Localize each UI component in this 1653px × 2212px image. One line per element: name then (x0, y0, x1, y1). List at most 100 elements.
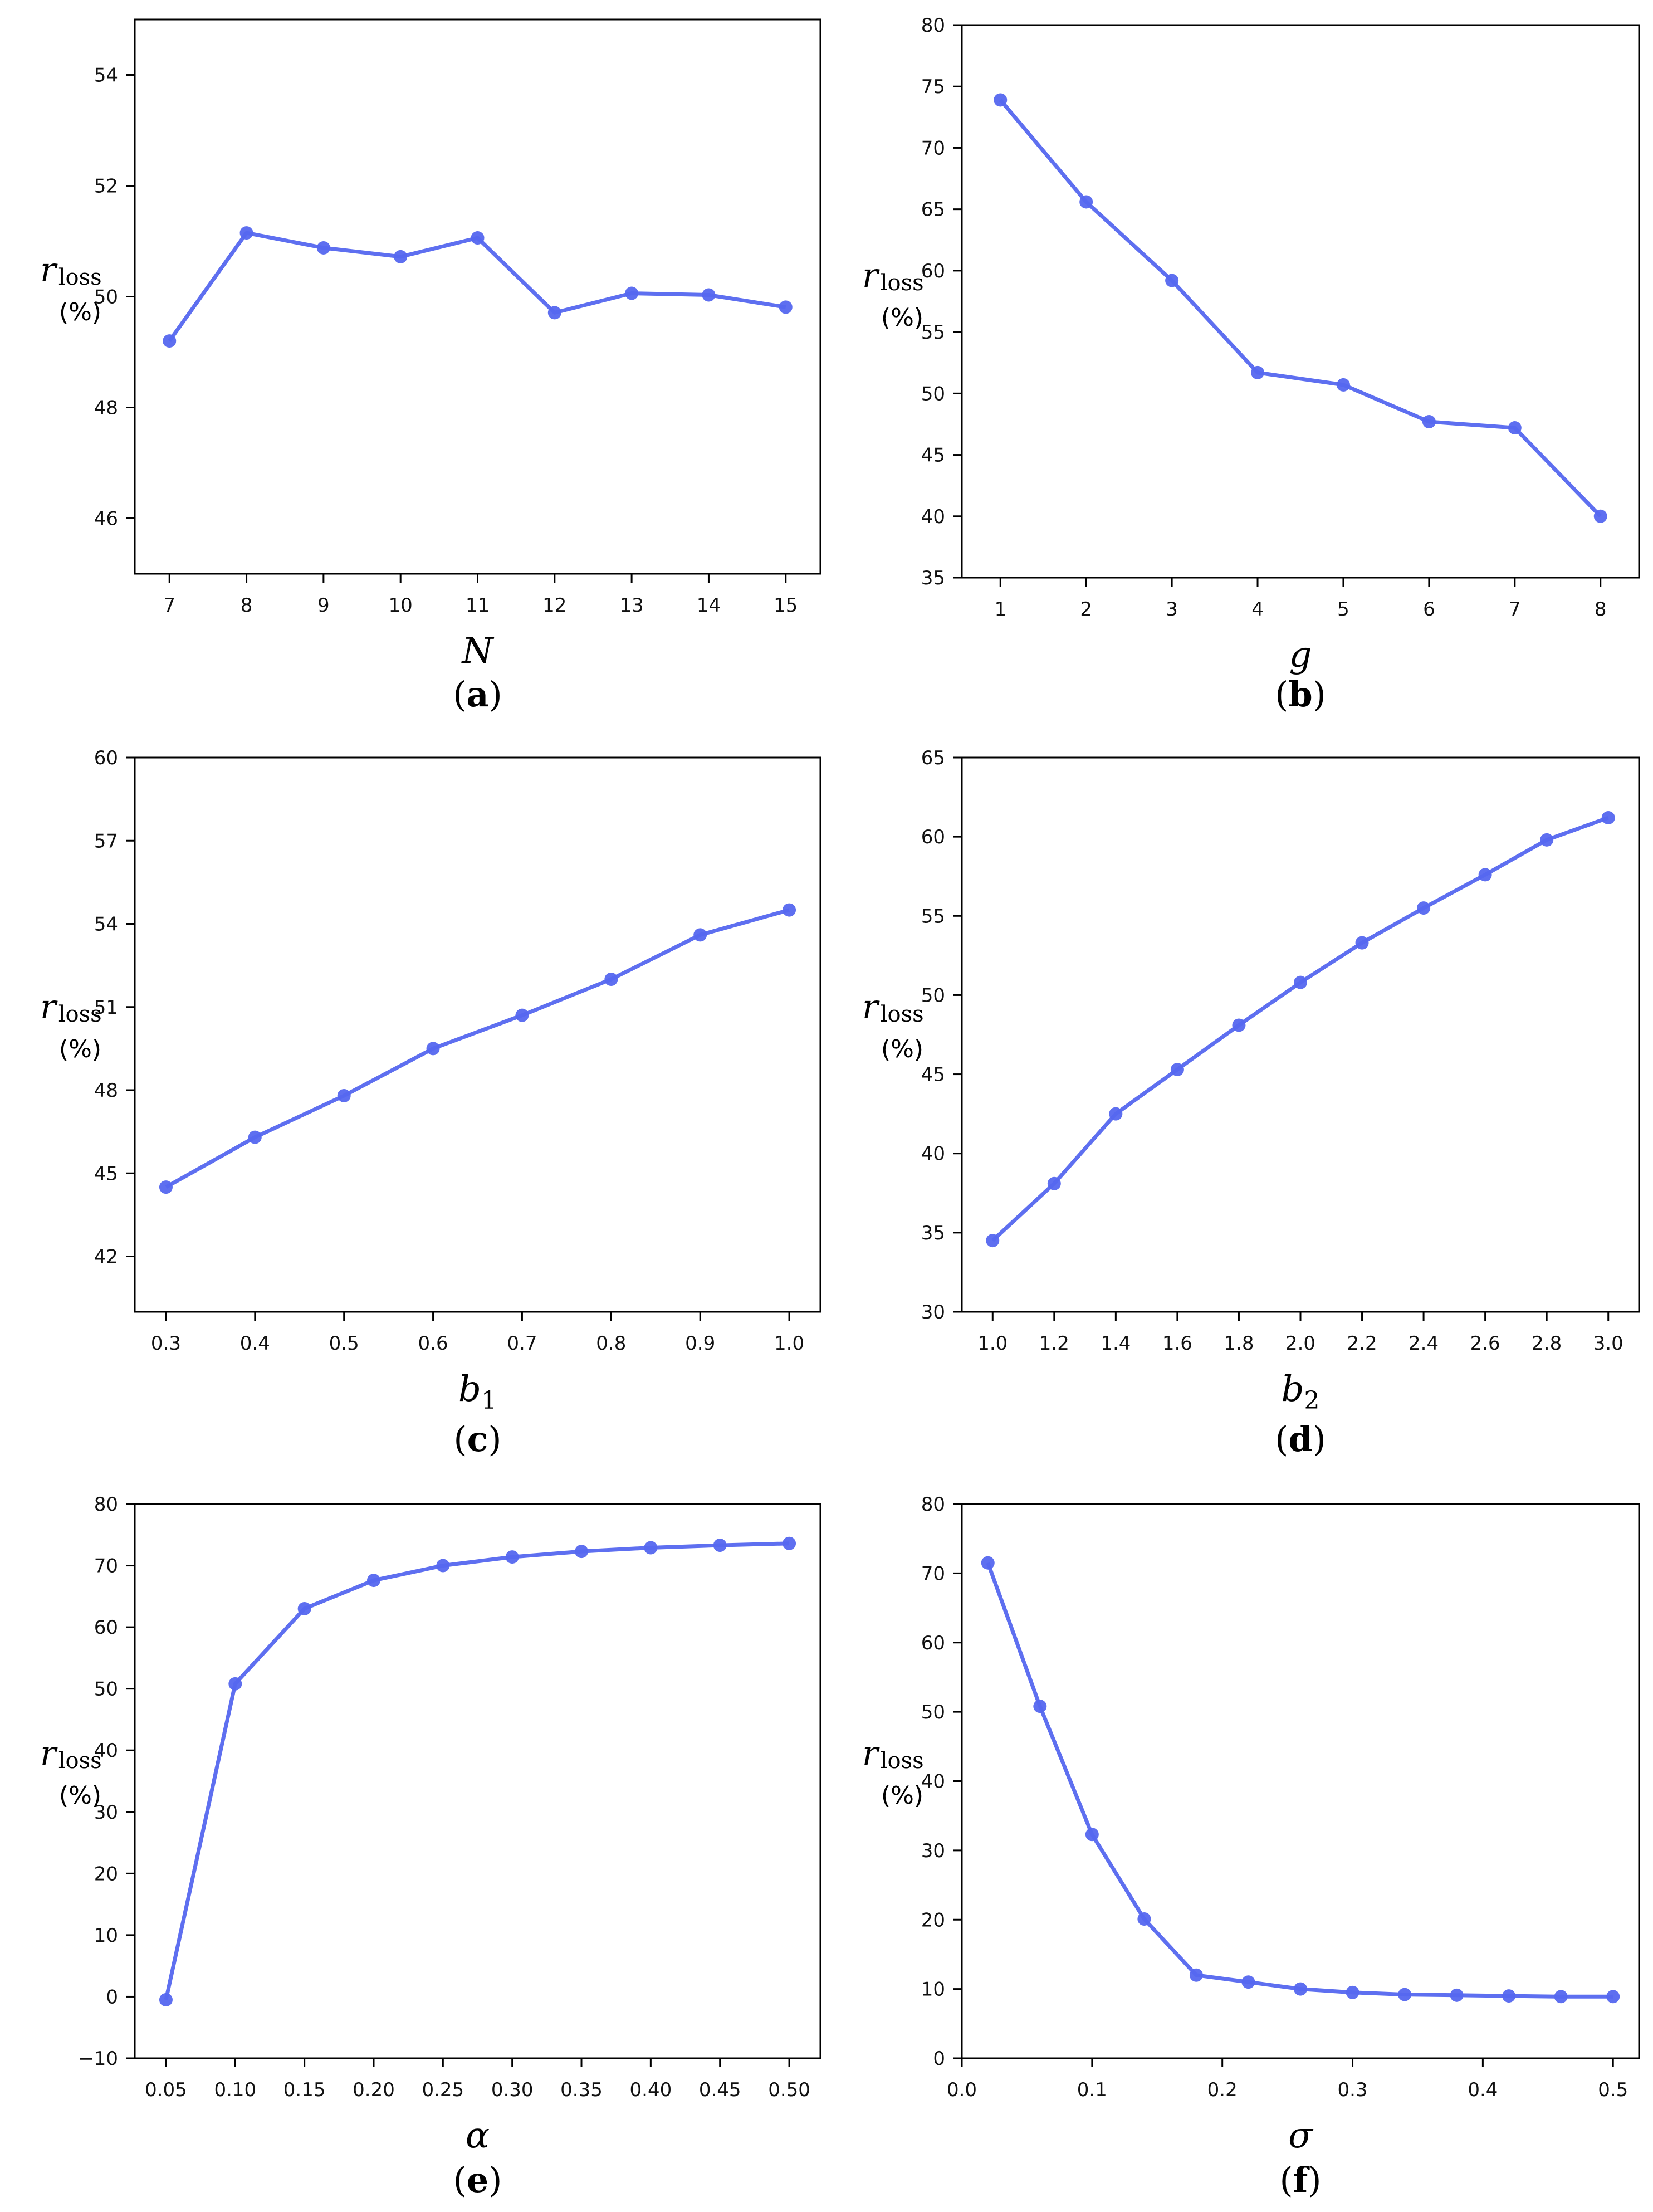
data-point (604, 973, 618, 986)
y-tick-label: 35 (921, 1222, 945, 1244)
y-tick-label: 0 (106, 1986, 118, 2008)
y-tick-label: 60 (921, 260, 945, 282)
x-tick-label: 0.5 (329, 1332, 359, 1355)
y-tick-label: 60 (94, 1617, 118, 1639)
data-point (1137, 1912, 1151, 1926)
data-point (783, 1536, 796, 1550)
x-tick-label: 1.0 (774, 1332, 804, 1355)
x-tick-label: 0.05 (145, 2079, 187, 2101)
x-axis-label: g (1289, 634, 1312, 676)
panel-caption: (e) (453, 2160, 502, 2200)
y-tick-label: 57 (94, 830, 118, 852)
data-point (316, 241, 330, 255)
data-point (1417, 901, 1431, 915)
y-tick-label: 30 (921, 1840, 945, 1862)
data-point (159, 1993, 173, 2006)
y-tick-label: 80 (94, 1493, 118, 1516)
series-line (165, 908, 790, 1189)
panel-caption: (b) (1275, 674, 1326, 715)
y-axis-unit: (%) (59, 1035, 101, 1063)
data-point (625, 286, 639, 300)
y-tick-label: 46 (94, 508, 118, 530)
y-tick-label: 30 (921, 1301, 945, 1324)
data-point (1398, 1988, 1412, 2001)
data-point (713, 1539, 727, 1552)
data-point (994, 93, 1008, 107)
x-tick-label: 2.2 (1347, 1332, 1377, 1355)
x-tick-label: 7 (1509, 598, 1521, 621)
y-tick-label: 30 (94, 1801, 118, 1824)
x-tick-label: 13 (619, 594, 643, 617)
data-point (986, 1234, 1000, 1248)
data-point (1232, 1018, 1246, 1032)
y-axis-label: r loss (862, 256, 924, 296)
x-tick-label: 0.8 (596, 1332, 626, 1355)
x-tick-label: 0.15 (283, 2079, 326, 2101)
y-tick-label: 40 (94, 1740, 118, 1762)
y-tick-label: 45 (921, 1064, 945, 1086)
x-axis-label: b1 (458, 1369, 497, 1415)
plot-frame (134, 1503, 821, 2059)
x-tick-label: 0.7 (507, 1332, 537, 1355)
x-tick-label: 1 (994, 598, 1006, 621)
y-tick-label: 60 (921, 826, 945, 848)
x-tick-label: 3.0 (1593, 1332, 1623, 1355)
y-tick-label: 48 (94, 1080, 118, 1102)
y-tick-label: 65 (921, 199, 945, 221)
y-tick-label: 80 (921, 1493, 945, 1516)
series-line (168, 231, 786, 343)
data-point (1422, 415, 1436, 429)
panel-c: 42 45 48 51 54 57 60 0.3 0.4 0.5 0.6 0.7 0.8 0.9 1.0 r l… (40, 747, 821, 1459)
data-point (515, 1008, 529, 1022)
data-point (297, 1601, 311, 1615)
data-point (239, 226, 253, 240)
y-tick-label: 50 (921, 1701, 945, 1723)
x-tick-label: 1.4 (1101, 1332, 1131, 1355)
plot-frame (961, 1503, 1640, 2059)
y-tick-label: 70 (94, 1555, 118, 1578)
x-tick-label: 0.1 (1077, 2079, 1107, 2101)
y-tick-label: −10 (78, 2048, 118, 2070)
plot-frame (961, 756, 1640, 1313)
x-tick-label: 1.6 (1162, 1332, 1192, 1355)
data-point (1047, 1176, 1061, 1190)
data-point (1109, 1107, 1123, 1121)
y-tick-label: 80 (921, 14, 945, 37)
y-tick-label: 45 (94, 1163, 118, 1185)
x-tick-label: 2.6 (1470, 1332, 1500, 1355)
x-tick-label: 0.5 (1598, 2079, 1628, 2101)
x-tick-label: 11 (466, 594, 490, 617)
x-tick-label: 1.0 (977, 1332, 1008, 1355)
y-tick-label: 20 (921, 1909, 945, 1931)
x-tick-label: 0.50 (768, 2079, 810, 2101)
data-point (1241, 1975, 1255, 1989)
y-tick-label: 35 (921, 567, 945, 589)
y-tick-label: 0 (933, 2048, 945, 2070)
y-tick-label: 20 (94, 1863, 118, 1885)
x-tick-label: 2.4 (1409, 1332, 1439, 1355)
data-point (159, 1180, 173, 1194)
data-point (1601, 811, 1615, 825)
x-tick-label: 2.8 (1532, 1332, 1562, 1355)
y-tick-label: 50 (94, 1678, 118, 1701)
y-tick-label: 50 (921, 383, 945, 405)
data-point (1450, 1988, 1464, 2002)
x-axis-label: σ (1288, 2115, 1314, 2156)
x-tick-label: 1.2 (1039, 1332, 1069, 1355)
series-line (164, 1541, 790, 2000)
x-tick-label: 9 (317, 594, 330, 617)
data-point (505, 1550, 519, 1564)
x-tick-label: 0.3 (151, 1332, 181, 1355)
x-tick-label: 0.25 (422, 2079, 464, 2101)
panel-caption: (d) (1275, 1419, 1326, 1459)
x-tick-label: 15 (774, 594, 798, 617)
data-point (228, 1677, 242, 1691)
x-tick-label: 0.35 (560, 2079, 603, 2101)
data-point (1502, 1989, 1516, 2003)
x-tick-label: 1.8 (1224, 1332, 1254, 1355)
data-point (1355, 936, 1369, 950)
x-tick-label: 2 (1080, 598, 1092, 621)
x-tick-label: 0.20 (353, 2079, 395, 2101)
x-tick-label: 0.4 (1468, 2079, 1498, 2101)
y-tick-label: 51 (94, 997, 118, 1019)
